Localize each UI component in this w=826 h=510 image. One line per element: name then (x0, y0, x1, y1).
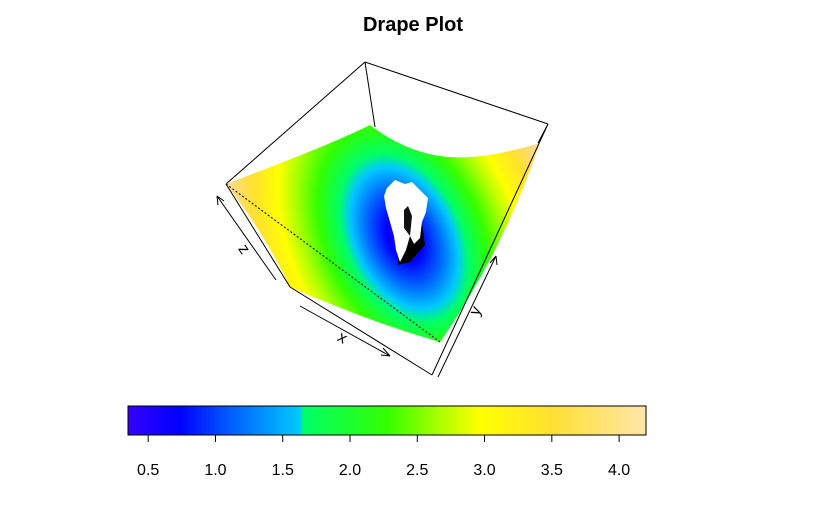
z-arrowhead (216, 195, 225, 206)
box-edge (431, 123, 549, 376)
box-edge (289, 286, 433, 376)
surface (226, 125, 540, 342)
box-edge (225, 183, 291, 288)
box-front-edges (225, 123, 549, 376)
axis-arrows (216, 195, 498, 378)
box-edge (225, 183, 441, 343)
z-axis-arrow (216, 195, 277, 281)
box-back-edges (225, 61, 549, 185)
box-edge (364, 61, 549, 125)
colorbar-tick-label: 2.0 (339, 462, 361, 479)
chart-title: Drape Plot (362, 14, 464, 36)
box-edge (225, 61, 366, 185)
colorbar-tick-label: 1.0 (204, 462, 226, 479)
x-arrowhead (380, 347, 391, 357)
colorbar: 0.5 1.0 1.5 2.0 2.5 3.0 3.5 4.0 (127, 405, 647, 479)
x-axis-arrow (299, 305, 391, 357)
y-axis-arrow (437, 255, 497, 378)
colorbar-tick-label: 2.5 (406, 462, 428, 479)
peak-dark-strip (404, 206, 412, 236)
colorbar-tick-label: 4.0 (608, 462, 630, 479)
colorbar-tick-label: 3.0 (473, 462, 495, 479)
z-axis-label: z (234, 241, 253, 257)
y-arrowhead (489, 255, 498, 266)
colorbar-tick-label: 1.5 (272, 462, 294, 479)
colorbar-rect (127, 405, 647, 436)
colorbar-tick-label: 0.5 (137, 462, 159, 479)
surface-peak (384, 180, 428, 265)
x-axis-label: x (335, 329, 350, 348)
box-edge (364, 61, 376, 128)
colorbar-ticks: 0.5 1.0 1.5 2.0 2.5 3.0 3.5 4.0 (137, 435, 630, 479)
colorbar-tick-label: 3.5 (541, 462, 563, 479)
y-axis-label: y (467, 304, 486, 318)
